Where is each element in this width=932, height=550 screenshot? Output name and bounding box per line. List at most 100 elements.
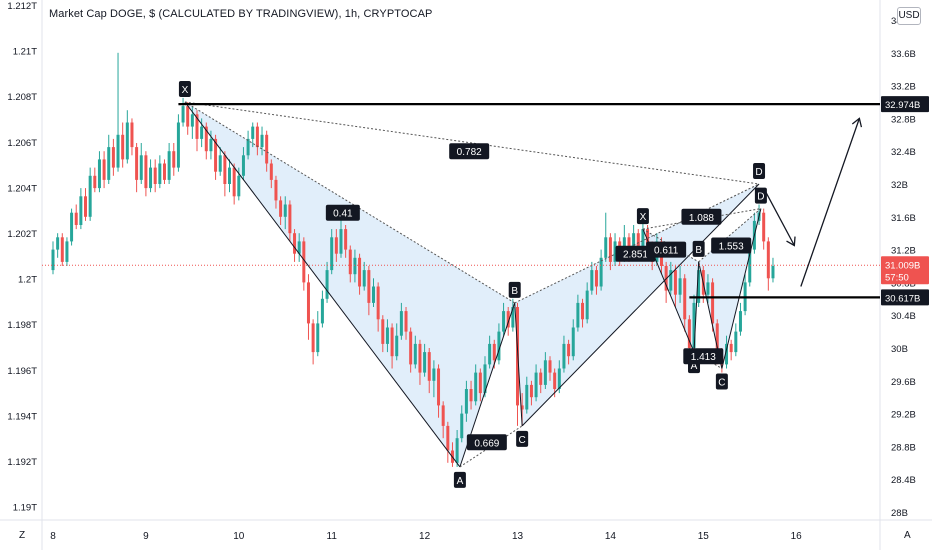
candle-body bbox=[502, 311, 506, 332]
right-axis-tick: 32.8B bbox=[891, 114, 916, 125]
candle-body bbox=[525, 384, 529, 410]
right-axis-tick: 30B bbox=[891, 344, 908, 355]
candle-body bbox=[738, 311, 742, 332]
candle-body bbox=[488, 343, 492, 365]
pattern-1-ratio-xd: 0.782 bbox=[457, 147, 482, 158]
current-price-badge bbox=[881, 256, 929, 285]
candle-body bbox=[529, 384, 533, 398]
left-axis-tick: 1.198T bbox=[7, 320, 37, 331]
candle-body bbox=[455, 438, 459, 463]
auto-scale-button[interactable]: A bbox=[904, 530, 911, 541]
current-price-label: 31.009B bbox=[885, 260, 920, 271]
pattern-2-ratio-ca-bg bbox=[683, 348, 724, 365]
candle-body bbox=[139, 155, 143, 180]
timezone-button[interactable]: Z bbox=[19, 530, 26, 541]
candle-body bbox=[51, 249, 55, 271]
left-axis-tick: 1.194T bbox=[7, 411, 37, 422]
candle-body bbox=[427, 352, 431, 381]
candle-body bbox=[353, 257, 357, 275]
pattern-2-point-c: C bbox=[718, 378, 725, 389]
candle-body bbox=[190, 114, 194, 127]
candle-body bbox=[228, 167, 232, 184]
pattern-1-bd-dashed bbox=[514, 183, 760, 304]
candle-body bbox=[636, 233, 640, 250]
candle-body bbox=[176, 122, 180, 168]
candle-body bbox=[543, 360, 547, 385]
candle-body bbox=[413, 343, 417, 365]
time-axis-tick: 12 bbox=[419, 531, 431, 542]
candle-body bbox=[358, 257, 362, 287]
left-axis-tick: 1.204T bbox=[7, 183, 37, 194]
candle-body bbox=[88, 175, 92, 217]
candle-body bbox=[130, 122, 134, 148]
candle-body bbox=[320, 298, 324, 324]
candle-body bbox=[102, 159, 106, 180]
candle-body bbox=[571, 327, 575, 357]
pattern-2-point-x-bg bbox=[636, 208, 649, 225]
candle-body bbox=[316, 323, 320, 353]
candle-body bbox=[632, 233, 636, 254]
candle-body bbox=[432, 368, 436, 381]
time-axis-tick: 10 bbox=[233, 531, 245, 542]
pattern-1-xb-dashed bbox=[184, 101, 515, 304]
candle-body bbox=[669, 270, 673, 291]
candle-body bbox=[167, 151, 171, 180]
time-axis-tick: 11 bbox=[327, 531, 338, 542]
candle-body bbox=[223, 155, 227, 184]
pattern-2-leg bbox=[693, 261, 700, 353]
candle-body bbox=[483, 364, 487, 394]
right-axis-tick: 28.4B bbox=[891, 475, 916, 486]
time-axis-tick: 8 bbox=[50, 531, 56, 542]
left-axis-tick: 1.2T bbox=[18, 275, 37, 286]
pattern-2-point-a: A bbox=[691, 361, 698, 372]
pattern-1-point-b: B bbox=[511, 286, 518, 297]
candle-body bbox=[497, 331, 501, 361]
candle-body bbox=[697, 270, 701, 303]
pattern-2-ratio-xd-bg bbox=[681, 208, 722, 225]
candle-body bbox=[762, 212, 766, 242]
candle-body bbox=[265, 134, 269, 164]
time-axis-tick: 13 bbox=[512, 531, 524, 542]
candle-body bbox=[678, 278, 682, 295]
candle-body bbox=[214, 138, 218, 172]
candle-body bbox=[65, 241, 69, 262]
candle-body bbox=[729, 343, 733, 353]
pattern-1-point-d-bg bbox=[753, 163, 766, 179]
candle-body bbox=[274, 179, 278, 201]
candle-body bbox=[195, 114, 199, 139]
candle-body bbox=[539, 372, 543, 385]
candle-body bbox=[172, 151, 176, 168]
candle-body bbox=[204, 126, 208, 152]
candle-body bbox=[302, 241, 306, 283]
candle-body bbox=[135, 147, 139, 180]
candle-body bbox=[395, 335, 399, 357]
pattern-2-point-x: X bbox=[640, 212, 647, 223]
left-axis-tick: 1.212T bbox=[7, 1, 37, 12]
pattern-2-point-d: D bbox=[757, 192, 764, 203]
candle-body bbox=[557, 368, 561, 389]
candle-body bbox=[330, 237, 334, 271]
left-axis-tick: 1.208T bbox=[7, 92, 37, 103]
candle-body bbox=[646, 229, 650, 246]
current-price-countdown: 57:50 bbox=[885, 272, 909, 283]
candle-body bbox=[608, 237, 612, 262]
currency-button[interactable]: USD bbox=[897, 7, 921, 25]
candle-body bbox=[692, 302, 696, 348]
candle-body bbox=[492, 343, 496, 361]
candle-body bbox=[725, 343, 729, 365]
candle-body bbox=[683, 278, 687, 320]
candle-body bbox=[437, 368, 441, 406]
candle-body bbox=[567, 343, 571, 357]
right-axis-tick: 31.2B bbox=[891, 246, 916, 257]
candle-body bbox=[585, 290, 589, 320]
pattern-1-point-b-bg bbox=[508, 281, 521, 298]
candle-body bbox=[158, 163, 162, 184]
candle-body bbox=[93, 175, 97, 189]
candle-body bbox=[325, 270, 329, 299]
projection-arrow-up-head bbox=[851, 117, 863, 128]
candle-body bbox=[60, 237, 64, 262]
candle-body bbox=[506, 311, 510, 328]
candle-body bbox=[297, 241, 301, 254]
pattern-2-ratio-bd: 1.553 bbox=[719, 242, 744, 253]
